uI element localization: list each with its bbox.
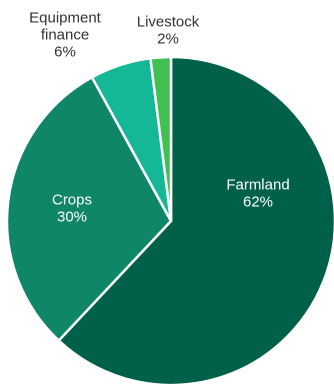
slice-category-label-crops: Crops [52,192,92,209]
slice-value-label-crops: 30% [57,209,87,226]
slice-value-label-equipment-finance: 6% [54,44,76,61]
slice-value-label-livestock: 2% [157,31,179,48]
slice-category-label-equipment-finance: Equipment [29,10,102,27]
slice-category-label-farmland: Farmland [226,177,289,194]
slices-layer [5,55,334,385]
slice-category-label-livestock: Livestock [137,14,200,31]
slice-farmland[interactable] [57,55,334,385]
slice-crops[interactable] [5,76,173,342]
slice-category-label-equipment-finance: finance [41,27,89,44]
slice-livestock[interactable] [149,55,173,223]
slice-value-label-farmland: 62% [243,194,273,211]
